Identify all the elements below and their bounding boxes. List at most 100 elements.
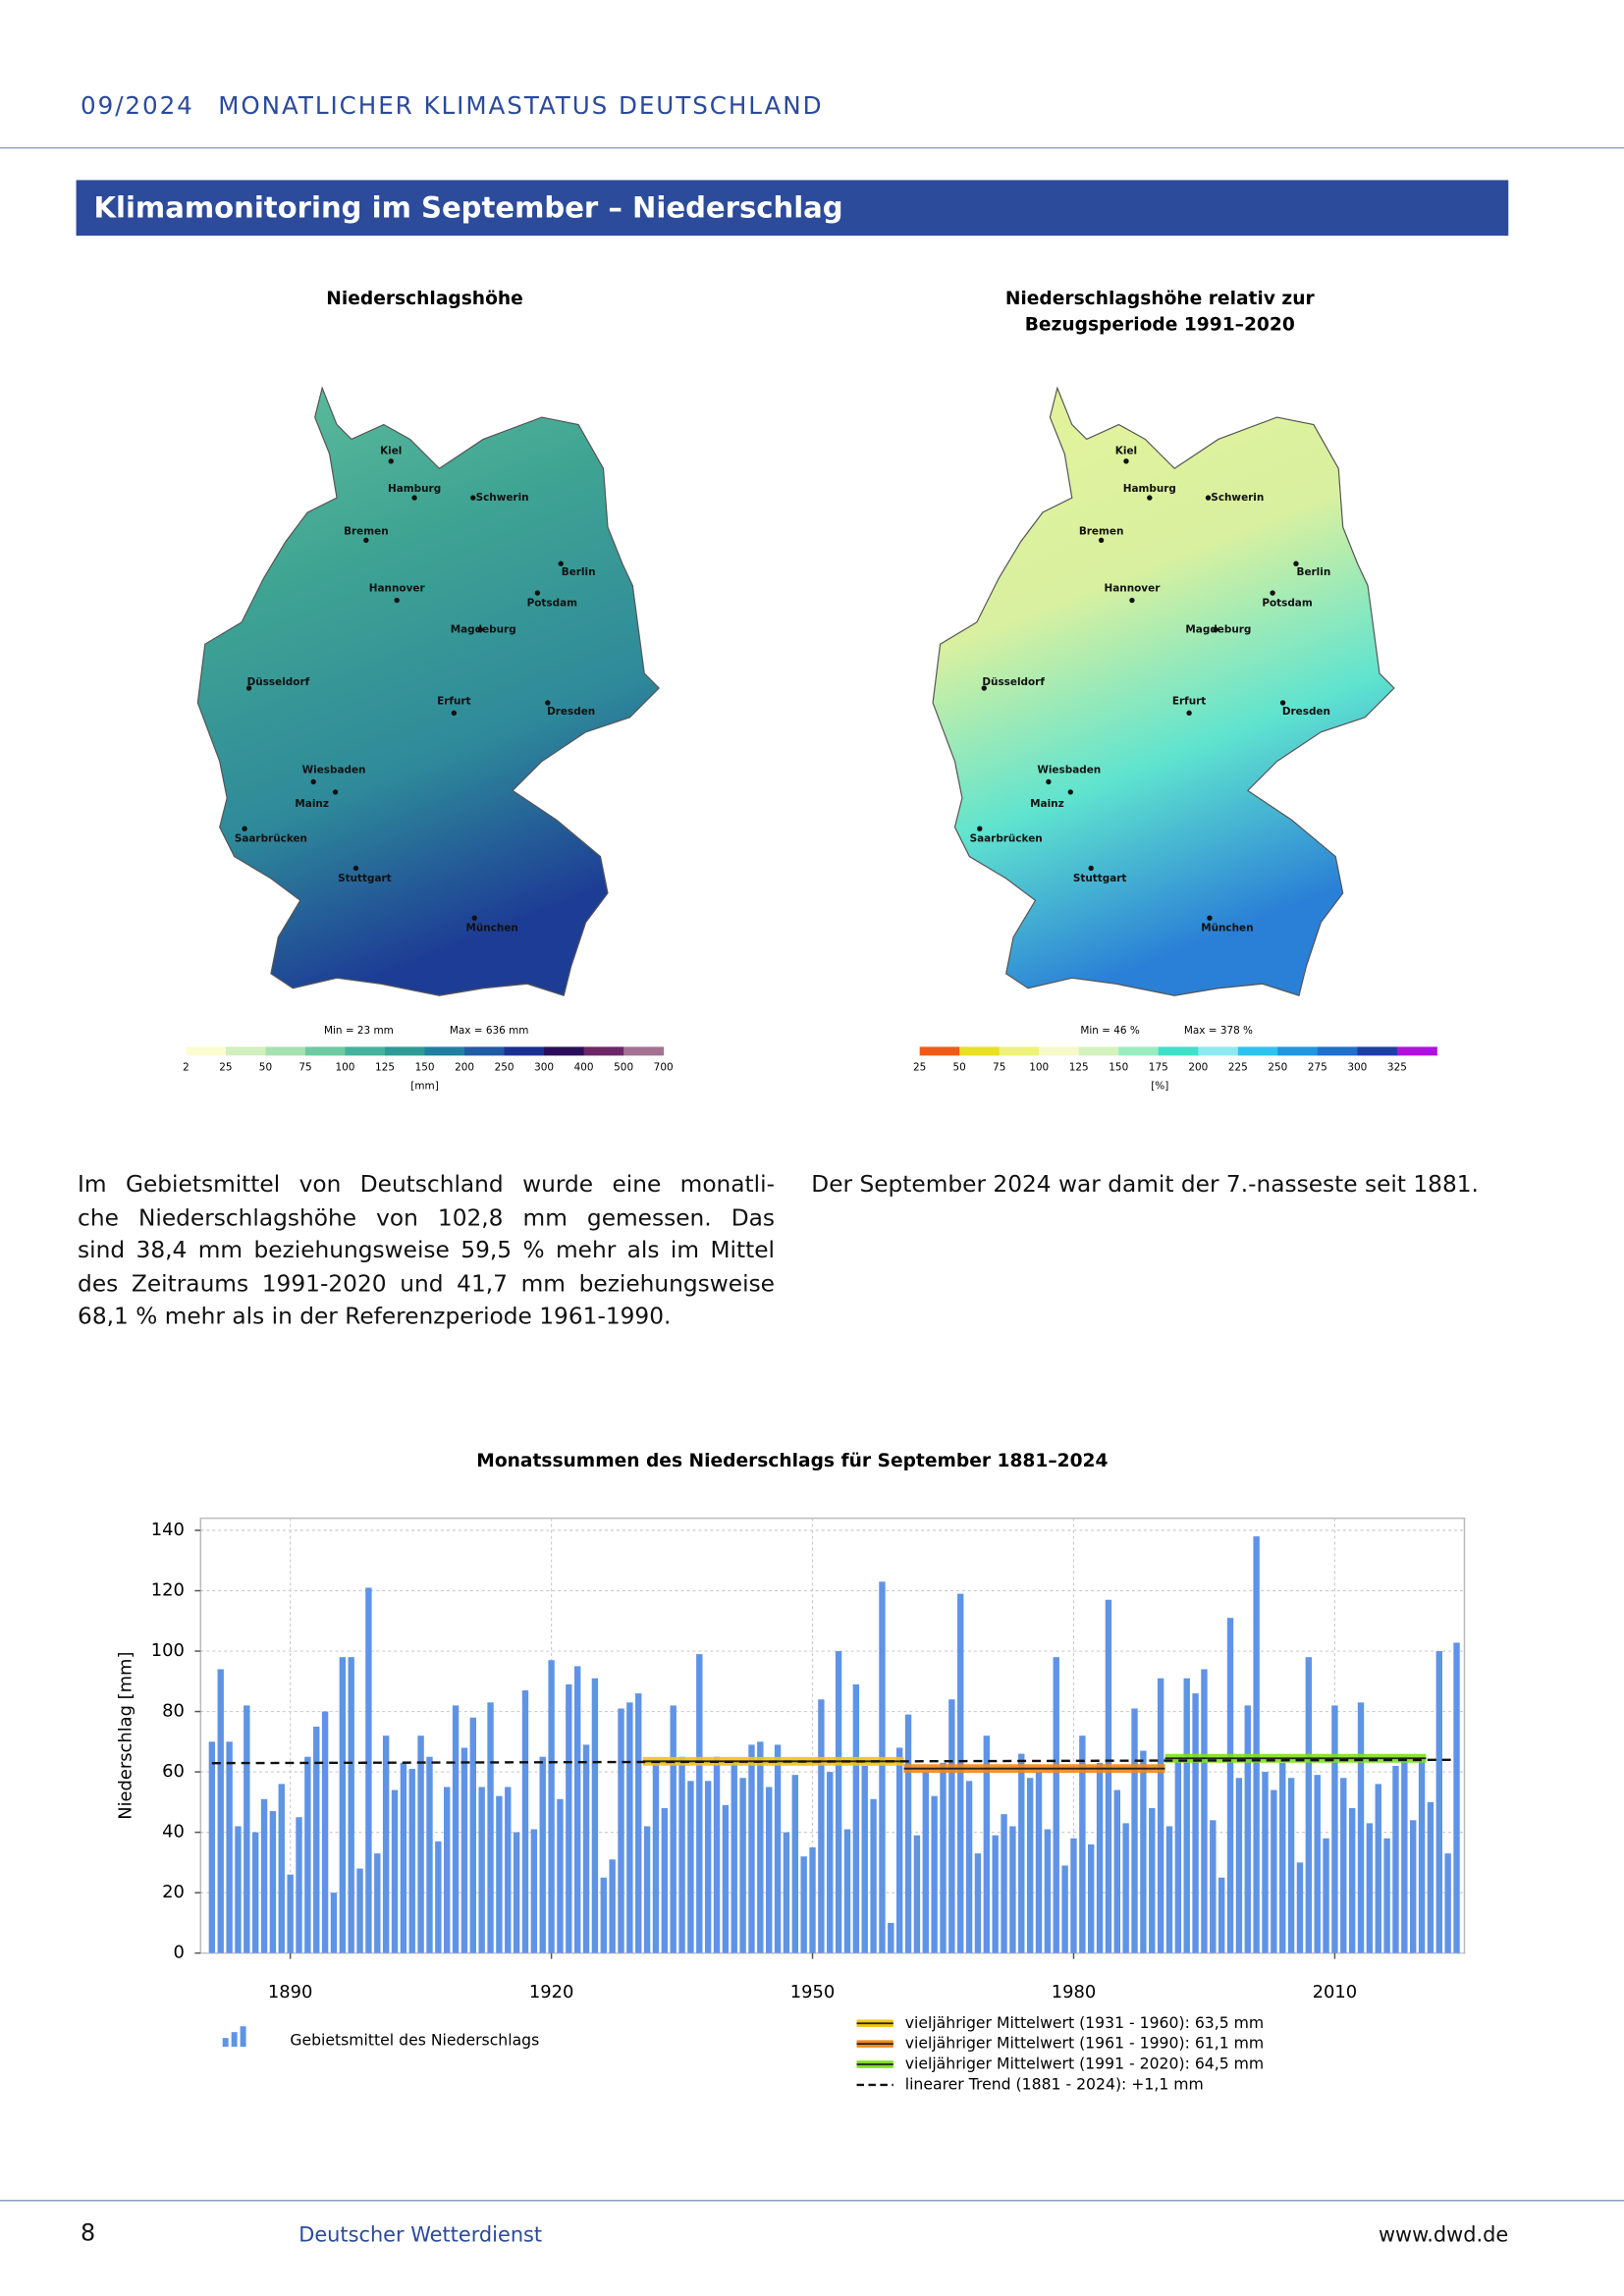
bar (1357, 1702, 1365, 1953)
bar (1113, 1789, 1120, 1953)
bar (1044, 1829, 1052, 1953)
colorbar-tick-label: 150 (1109, 1061, 1128, 1073)
city-dot (1293, 561, 1299, 566)
city-dot (1186, 710, 1192, 717)
colorbar-tick-label: 100 (1029, 1061, 1049, 1073)
bar (965, 1781, 973, 1953)
city-dot (1129, 597, 1135, 604)
maps: Niederschlagshöhe Kiel Hamburg Schwerin Brem… (183, 289, 1437, 1093)
city-dot (363, 537, 369, 544)
x-tick-label: 1980 (1052, 1982, 1097, 2002)
bar (1401, 1756, 1408, 1953)
colorbar-segment (504, 1046, 545, 1056)
colorbar-tick-label: 300 (534, 1061, 554, 1073)
bar (1096, 1762, 1104, 1953)
section-title: Klimamonitoring im September – Niedersch… (93, 190, 842, 224)
city-label: Magdeburg (451, 623, 516, 635)
bar (1131, 1708, 1138, 1953)
text-line: Im Gebietsmittel von Deutschland wurde e… (78, 1171, 776, 1199)
bar (226, 1741, 233, 1953)
colorbar-tick-label: 400 (574, 1061, 594, 1073)
city-label: Bremen (344, 525, 389, 537)
city-dot (1123, 458, 1129, 464)
x-tick-label: 1920 (529, 1982, 574, 2002)
bar (1444, 1853, 1451, 1953)
bar (1418, 1756, 1426, 1953)
bar (843, 1829, 851, 1953)
bar (1305, 1657, 1313, 1953)
colorbar-segment (1357, 1046, 1398, 1056)
bar (269, 1811, 277, 1953)
city-label: Düsseldorf (247, 676, 310, 688)
bar (888, 1922, 894, 1953)
y-tick-label: 20 (162, 1882, 185, 1902)
legend-label: vieljähriger Mittelwert (1991 - 2020): 6… (905, 2055, 1264, 2073)
legend-swatch (240, 2026, 246, 2048)
city-label: Saarbrücken (235, 833, 307, 845)
city-label: Kiel (380, 445, 402, 456)
city-dot (470, 495, 476, 501)
bar (1383, 1838, 1390, 1953)
bar (548, 1660, 555, 1953)
bar (539, 1756, 546, 1953)
legend-swatch (231, 2032, 238, 2048)
bar (374, 1853, 381, 1953)
paragraph: Der September 2024 war damit der 7.-nass… (811, 1168, 1479, 1201)
bar (895, 1747, 903, 1953)
bar (208, 1741, 216, 1953)
city-dot (534, 590, 541, 596)
bar (931, 1795, 938, 1953)
bar (1149, 1808, 1156, 1953)
bar (687, 1781, 694, 1953)
city-dot (558, 561, 564, 566)
bar (382, 1735, 390, 1953)
city-label: Schwerin (476, 492, 529, 504)
footer-url: www.dwd.de (1379, 2223, 1508, 2247)
city-label: Potsdam (527, 597, 578, 609)
colorbar-segment (1237, 1046, 1278, 1056)
bar (800, 1856, 807, 1953)
bar (913, 1835, 921, 1953)
bar (530, 1829, 538, 1953)
city-label: Hannover (369, 583, 426, 595)
x-tick-label: 1950 (790, 1982, 836, 2002)
city-dot (1207, 915, 1213, 921)
colorbar-tick-label: 100 (336, 1061, 355, 1073)
bar (626, 1702, 633, 1953)
city-label: Schwerin (1211, 492, 1264, 504)
bar (521, 1690, 529, 1953)
map-country (932, 386, 1395, 996)
bar (469, 1717, 476, 1953)
colorbar-tick-label: 250 (495, 1061, 514, 1073)
chart: Monatssummen des Niederschlags für Septe… (115, 1451, 1466, 2093)
bar (313, 1726, 320, 1953)
bar (513, 1832, 520, 1953)
bar (670, 1705, 677, 1953)
colorbar-segment (583, 1046, 624, 1056)
colorbar-segment (225, 1046, 266, 1056)
colorbar-tick-label: 500 (614, 1061, 633, 1073)
page-number: 8 (81, 2219, 95, 2247)
header-issue: 09/2024 (81, 91, 194, 120)
city-dot (388, 458, 394, 464)
bar (557, 1798, 564, 1953)
colorbar-tick-label: 75 (298, 1061, 311, 1073)
city-label: Potsdam (1262, 597, 1313, 609)
city-dot (1098, 537, 1105, 544)
city-label: Saarbrücken (970, 833, 1043, 845)
bar (460, 1747, 468, 1953)
map-min: Min = 23 mm (324, 1025, 394, 1037)
city-label: Erfurt (1172, 695, 1206, 707)
colorbar-tick-label: 175 (1149, 1061, 1168, 1073)
bar (591, 1678, 599, 1953)
colorbar-tick-label: 50 (953, 1061, 966, 1073)
map-min: Min = 46 % (1080, 1025, 1140, 1037)
legend-swatch (222, 2038, 229, 2048)
bar (1296, 1862, 1304, 1953)
bar (1088, 1843, 1095, 1953)
bar (1366, 1823, 1374, 1953)
bar (365, 1587, 372, 1953)
city-label: Magdeburg (1185, 623, 1251, 635)
bar (861, 1765, 868, 1953)
